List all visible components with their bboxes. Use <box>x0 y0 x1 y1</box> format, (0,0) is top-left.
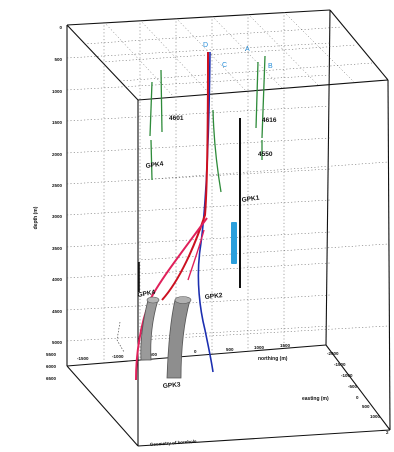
northing-tick-2: -1000 <box>112 354 124 359</box>
depth-tick-6000: 6000 <box>46 364 57 369</box>
depth-tick-5000: 5000 <box>52 340 63 345</box>
northing-tick-6: 1000 <box>254 345 265 350</box>
well-gpk4-upper <box>150 139 153 181</box>
stimulated-volume-gpk3-cap <box>174 296 192 304</box>
easting-tick-7: 1000 <box>370 414 381 419</box>
northing-tick-4: 0 <box>194 349 197 354</box>
label-gpk4-green: GPK4 <box>145 161 164 170</box>
point-label-b: B <box>268 63 273 70</box>
label-gpk2: GPK2 <box>204 292 223 301</box>
easting-tick-1: -2000 <box>327 351 339 356</box>
well-4616-trace-2 <box>261 55 266 139</box>
well-labels: 4601 4616 4550 GPK4 GPK1 GPK2 GPK3 GPK4 <box>137 115 277 390</box>
stimulated-volume-gpk4-cap <box>146 296 160 304</box>
corner-label: 2 <box>386 430 389 435</box>
label-4616: 4616 <box>262 117 277 124</box>
cyan-open-section <box>231 222 237 264</box>
green-wells <box>149 55 266 193</box>
northing-tick-3: -500 <box>148 352 158 357</box>
depth-tick-1500: 1500 <box>52 120 63 125</box>
easting-tick-2: -1500 <box>334 362 346 367</box>
point-label-d: D <box>203 42 208 49</box>
depth-tick-3500: 3500 <box>52 246 63 251</box>
depth-axis: 0 500 1000 1500 2000 2500 3000 3500 4000… <box>33 25 62 381</box>
easting-axis-title: easting (m) <box>302 396 329 402</box>
label-4601: 4601 <box>169 115 184 122</box>
depth-tick-4500: 4500 <box>52 309 63 314</box>
stimulated-volume-gpk3 <box>166 299 191 379</box>
point-labels: D C A B <box>203 42 273 70</box>
northing-tick-5: 500 <box>226 347 234 352</box>
plot-frame <box>66 9 391 447</box>
depth-tick-4000: 4000 <box>52 277 63 282</box>
well-magenta-branch <box>187 229 205 281</box>
depth-tick-2500: 2500 <box>52 183 63 188</box>
easting-tick-4: -500 <box>348 384 358 389</box>
easting-tick-3: -1000 <box>341 373 353 378</box>
northing-tick-7: 1500 <box>280 343 291 348</box>
point-label-c: C <box>222 62 227 69</box>
depth-tick-2000: 2000 <box>52 152 63 157</box>
well-4601-trace <box>149 81 153 137</box>
point-label-a: A <box>245 46 250 53</box>
well-green-mid <box>212 109 222 193</box>
stimulated-volume-gpk4 <box>140 299 159 361</box>
figure-caption: Geometry of borehole... <box>150 438 201 447</box>
easting-tick-6: 500 <box>362 404 370 409</box>
depth-tick-5500: 5500 <box>46 352 57 357</box>
dashed-outline <box>116 321 125 353</box>
depth-tick-6500: 6500 <box>46 376 57 381</box>
northing-axis: -1500 -1000 -500 0 500 1000 1500 northin… <box>77 343 291 362</box>
depth-tick-3000: 3000 <box>52 214 63 219</box>
label-gpk3: GPK3 <box>163 381 182 390</box>
label-4550: 4550 <box>258 151 273 158</box>
depth-axis-title: depth (m) <box>33 206 39 229</box>
well-4616-trace <box>255 61 259 129</box>
northing-tick-1: -1500 <box>77 356 89 361</box>
easting-axis: -2000 -1500 -1000 -500 0 500 1000 eastin… <box>302 351 381 419</box>
depth-tick-1000: 1000 <box>52 89 63 94</box>
label-gpk4-magenta: GPK4 <box>137 289 156 299</box>
grid-lines <box>66 11 389 363</box>
well-red-trace <box>161 51 209 301</box>
depth-tick-0: 0 <box>59 25 62 30</box>
well-4601-trace-2 <box>160 69 163 133</box>
label-gpk1: GPK1 <box>241 195 260 204</box>
depth-tick-500: 500 <box>54 57 62 62</box>
northing-axis-title: northing (m) <box>258 356 288 362</box>
easting-tick-5: 0 <box>356 395 359 400</box>
